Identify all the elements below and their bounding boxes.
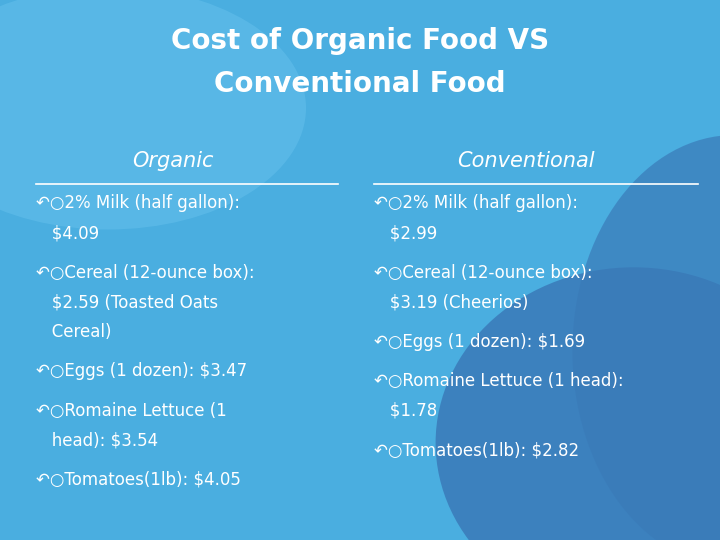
Text: ↶○Cereal (12-ounce box):: ↶○Cereal (12-ounce box): <box>36 264 255 281</box>
Text: Conventional: Conventional <box>457 151 594 171</box>
Ellipse shape <box>436 267 720 540</box>
Text: $2.99: $2.99 <box>374 224 438 242</box>
Ellipse shape <box>0 0 306 230</box>
Text: ↶○Tomatoes(1lb): $2.82: ↶○Tomatoes(1lb): $2.82 <box>374 441 580 459</box>
Text: ↶○2% Milk (half gallon):: ↶○2% Milk (half gallon): <box>374 194 578 212</box>
Text: ↶○Eggs (1 dozen): $3.47: ↶○Eggs (1 dozen): $3.47 <box>36 362 247 380</box>
Text: Organic: Organic <box>132 151 214 171</box>
Text: $3.19 (Cheerios): $3.19 (Cheerios) <box>374 293 528 311</box>
Text: $4.09: $4.09 <box>36 224 99 242</box>
Text: Cereal): Cereal) <box>36 323 112 341</box>
Ellipse shape <box>572 135 720 540</box>
Text: ↶○Tomatoes(1lb): $4.05: ↶○Tomatoes(1lb): $4.05 <box>36 471 241 489</box>
Text: $1.78: $1.78 <box>374 402 438 420</box>
Text: $2.59 (Toasted Oats: $2.59 (Toasted Oats <box>36 293 218 311</box>
Text: Conventional Food: Conventional Food <box>214 70 506 98</box>
Text: ↶○2% Milk (half gallon):: ↶○2% Milk (half gallon): <box>36 194 240 212</box>
Text: head): $3.54: head): $3.54 <box>36 431 158 449</box>
Text: ↶○Eggs (1 dozen): $1.69: ↶○Eggs (1 dozen): $1.69 <box>374 333 585 350</box>
Text: ↶○Romaine Lettuce (1 head):: ↶○Romaine Lettuce (1 head): <box>374 372 624 390</box>
Text: Cost of Organic Food VS: Cost of Organic Food VS <box>171 27 549 55</box>
Text: ↶○Romaine Lettuce (1: ↶○Romaine Lettuce (1 <box>36 402 227 420</box>
Text: ↶○Cereal (12-ounce box):: ↶○Cereal (12-ounce box): <box>374 264 593 281</box>
